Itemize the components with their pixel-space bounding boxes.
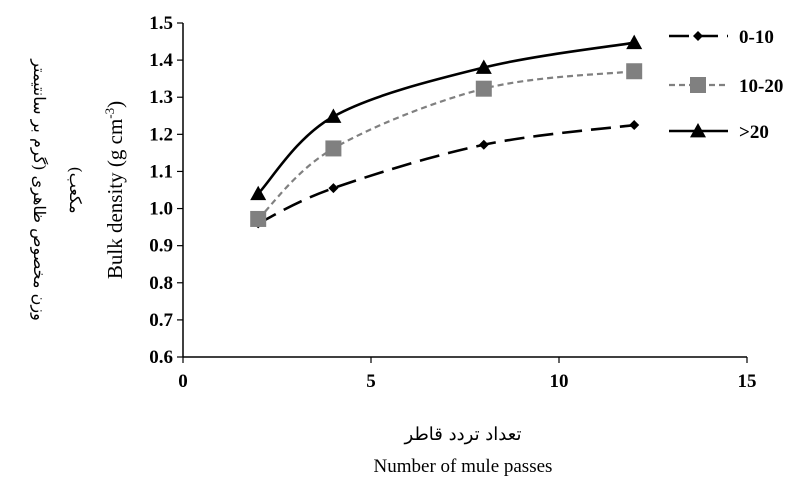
y-tick-label: 1.0	[149, 199, 173, 220]
series-line-2	[257, 41, 635, 195]
legend-label: 0-10	[739, 27, 774, 48]
series-line-0	[257, 123, 635, 225]
data-point-square	[250, 210, 267, 227]
axes	[177, 22, 748, 363]
x-axis-label: Number of mule passes	[374, 456, 553, 477]
data-point-triangle	[626, 34, 643, 50]
data-point-triangle	[250, 185, 267, 201]
data-point-square	[475, 80, 492, 97]
x-tick-label: 5	[366, 371, 376, 392]
data-point-square	[325, 140, 342, 157]
data-point-triangle	[475, 59, 492, 74]
legend-marker-diamond	[693, 31, 703, 41]
data-point-triangle	[325, 108, 342, 123]
x-tick-label: 0	[178, 371, 188, 392]
series-markers	[250, 34, 643, 229]
y-tick-label: 0.7	[149, 310, 173, 331]
y-tick-label: 0.6	[149, 347, 173, 368]
y-axis-label-persian-line2: مکعب)	[66, 166, 85, 213]
y-axis-label: Bulk density (g cm-3)	[102, 101, 127, 279]
data-point-diamond	[629, 120, 640, 131]
y-tick-label: 1.5	[149, 13, 173, 34]
x-axis-label-persian: تعداد تردد قاطر	[404, 424, 522, 445]
legend-label: 10-20	[739, 76, 783, 97]
y-axis-label-persian-line1: وزن مخصوص ظاهری (گرم بر سانتیمتر	[30, 58, 49, 321]
y-tick-label: 1.3	[149, 87, 173, 108]
legend-marker-triangle	[690, 123, 706, 138]
y-tick-label: 1.2	[149, 124, 173, 145]
x-tick-label: 10	[550, 371, 569, 392]
x-tick-label: 15	[738, 371, 757, 392]
legend-marker-square	[690, 77, 706, 93]
y-tick-labels: 0.6 0.7 0.8 0.9 1.0 1.1 1.2 1.3 1.4 1.5	[149, 13, 173, 368]
legend: 0-10 10-20 >20	[669, 27, 783, 143]
series-lines	[257, 41, 635, 225]
y-tick-label: 0.8	[149, 273, 173, 294]
y-tick-label: 1.1	[149, 161, 173, 182]
legend-label: >20	[739, 122, 769, 143]
data-point-diamond	[328, 183, 339, 194]
y-tick-label: 1.4	[149, 50, 173, 71]
data-point-diamond	[478, 139, 489, 150]
data-point-square	[626, 63, 643, 80]
y-tick-label: 0.9	[149, 236, 173, 257]
series-line-1	[257, 70, 635, 220]
x-tick-labels: 0 5 10 15	[178, 371, 756, 392]
